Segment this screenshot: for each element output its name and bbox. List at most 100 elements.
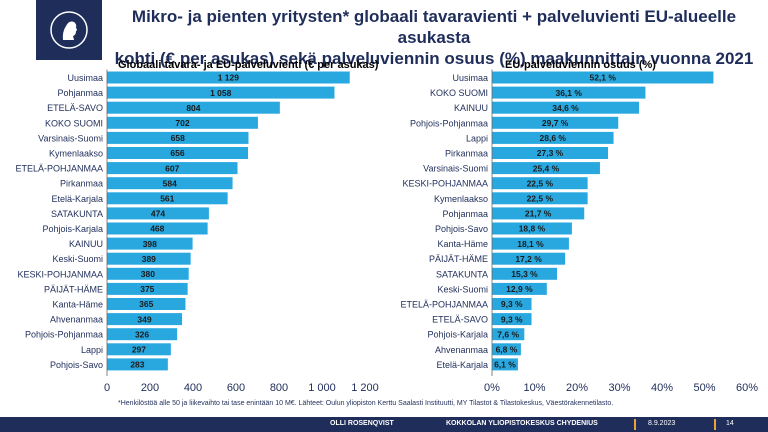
category-label: Varsinais-Suomi (423, 164, 488, 174)
data-label: 34,6 % (552, 103, 579, 113)
bar (492, 71, 714, 84)
data-label: 28,6 % (540, 133, 567, 143)
x-tick-label: 60% (736, 382, 758, 394)
bar (107, 222, 208, 235)
footer-author: OLLI ROSENQVIST (330, 420, 394, 427)
category-label: PÄIJÄT-HÄME (44, 284, 103, 294)
data-label: 17,2 % (515, 254, 542, 264)
category-label: Lappi (466, 133, 488, 143)
category-label: Pohjanmaa (57, 88, 103, 98)
bar (107, 207, 209, 220)
category-label: Lappi (81, 345, 103, 355)
bar (492, 313, 532, 326)
bar (492, 116, 619, 129)
bar (107, 192, 228, 205)
bar (107, 282, 188, 295)
bar (107, 252, 191, 265)
data-label: 398 (143, 239, 157, 249)
bar (107, 328, 178, 341)
category-label: Pohjois-Savo (435, 224, 488, 234)
category-label: ETELÄ-SAVO (47, 103, 103, 113)
data-label: 18,1 % (517, 239, 544, 249)
footer-organization: KOKKOLAN YLIOPISTOKESKUS CHYDENIUS (446, 420, 598, 427)
bar (107, 116, 258, 129)
bar (107, 177, 233, 190)
bar (492, 252, 566, 265)
category-label: Pohjois-Pohjanmaa (410, 118, 488, 128)
category-label: Etelä-Karjala (51, 194, 103, 204)
data-label: 1 058 (210, 88, 232, 98)
category-label: SATAKUNTA (51, 209, 103, 219)
category-label: KESKI-POHJANMAA (17, 269, 103, 279)
category-label: KOKO SUOMI (430, 88, 488, 98)
data-label: 29,7 % (542, 118, 569, 128)
bar (492, 207, 585, 220)
bar (492, 237, 569, 250)
bar (107, 147, 249, 159)
category-label: Keski-Suomi (437, 284, 488, 294)
bar (107, 71, 350, 84)
data-label: 21,7 % (525, 209, 552, 219)
category-label: Uusimaa (452, 73, 488, 83)
portrait-icon (50, 11, 88, 49)
bar (492, 343, 521, 356)
x-tick-label: 800 (270, 382, 288, 394)
bar (107, 298, 186, 310)
category-label: Varsinais-Suomi (38, 133, 103, 143)
bar (107, 101, 280, 114)
bar (492, 86, 646, 99)
data-label: 1 129 (218, 73, 240, 83)
data-label: 6,1 % (494, 360, 516, 370)
category-label: Ahvenanmaa (50, 315, 103, 325)
bar (492, 147, 609, 159)
category-label: ETELÄ-SAVO (432, 315, 488, 325)
data-label: 283 (130, 360, 144, 370)
page-title: Mikro- ja pienten yritysten* globaali ta… (114, 7, 754, 68)
bar (492, 177, 588, 190)
category-label: Pohjois-Karjala (427, 330, 488, 340)
data-label: 25,4 % (533, 163, 560, 173)
bar (492, 131, 614, 144)
x-tick-label: 0% (484, 382, 500, 394)
footer-bar: OLLI ROSENQVIST KOKKOLAN YLIOPISTOKESKUS… (0, 417, 768, 432)
data-label: 22,5 % (527, 178, 554, 188)
x-tick-label: 50% (693, 382, 715, 394)
x-tick-label: 1 000 (308, 382, 336, 394)
category-label: KAINUU (69, 239, 103, 249)
category-label: Kymenlaakso (49, 149, 103, 159)
x-tick-label: 0 (104, 382, 110, 394)
left-chart-title: Globaali tavara- ja EU-palveluvienti (€ … (118, 59, 379, 71)
footer-separator (634, 419, 636, 430)
category-label: ETELÄ-POHJANMAA (400, 300, 488, 310)
data-label: 22,5 % (527, 194, 554, 204)
x-tick-label: 30% (608, 382, 630, 394)
bar (107, 267, 189, 280)
x-tick-label: 40% (651, 382, 673, 394)
data-label: 15,3 % (511, 269, 538, 279)
data-label: 52,1 % (589, 73, 616, 83)
data-label: 36,1 % (555, 88, 582, 98)
bar (107, 237, 193, 250)
category-label: Keski-Suomi (52, 254, 103, 264)
data-label: 297 (132, 345, 146, 355)
data-label: 468 (150, 224, 164, 234)
data-label: 380 (141, 269, 155, 279)
data-label: 27,3 % (537, 148, 564, 158)
data-label: 658 (171, 133, 185, 143)
category-label: Pohjois-Pohjanmaa (25, 330, 103, 340)
category-label: Kymenlaakso (434, 194, 488, 204)
data-label: 656 (170, 148, 184, 158)
bar (107, 86, 335, 99)
data-label: 9,3 % (501, 314, 523, 324)
data-label: 702 (175, 118, 189, 128)
bar (107, 131, 249, 144)
category-label: Pohjois-Savo (50, 360, 103, 370)
footer-page-number: 14 (726, 420, 734, 427)
x-tick-label: 200 (141, 382, 159, 394)
bar (492, 358, 518, 371)
category-label: Ahvenanmaa (435, 345, 488, 355)
data-label: 561 (160, 194, 174, 204)
category-label: Pirkanmaa (60, 179, 103, 189)
category-label: Uusimaa (67, 73, 103, 83)
data-label: 7,6 % (497, 329, 519, 339)
